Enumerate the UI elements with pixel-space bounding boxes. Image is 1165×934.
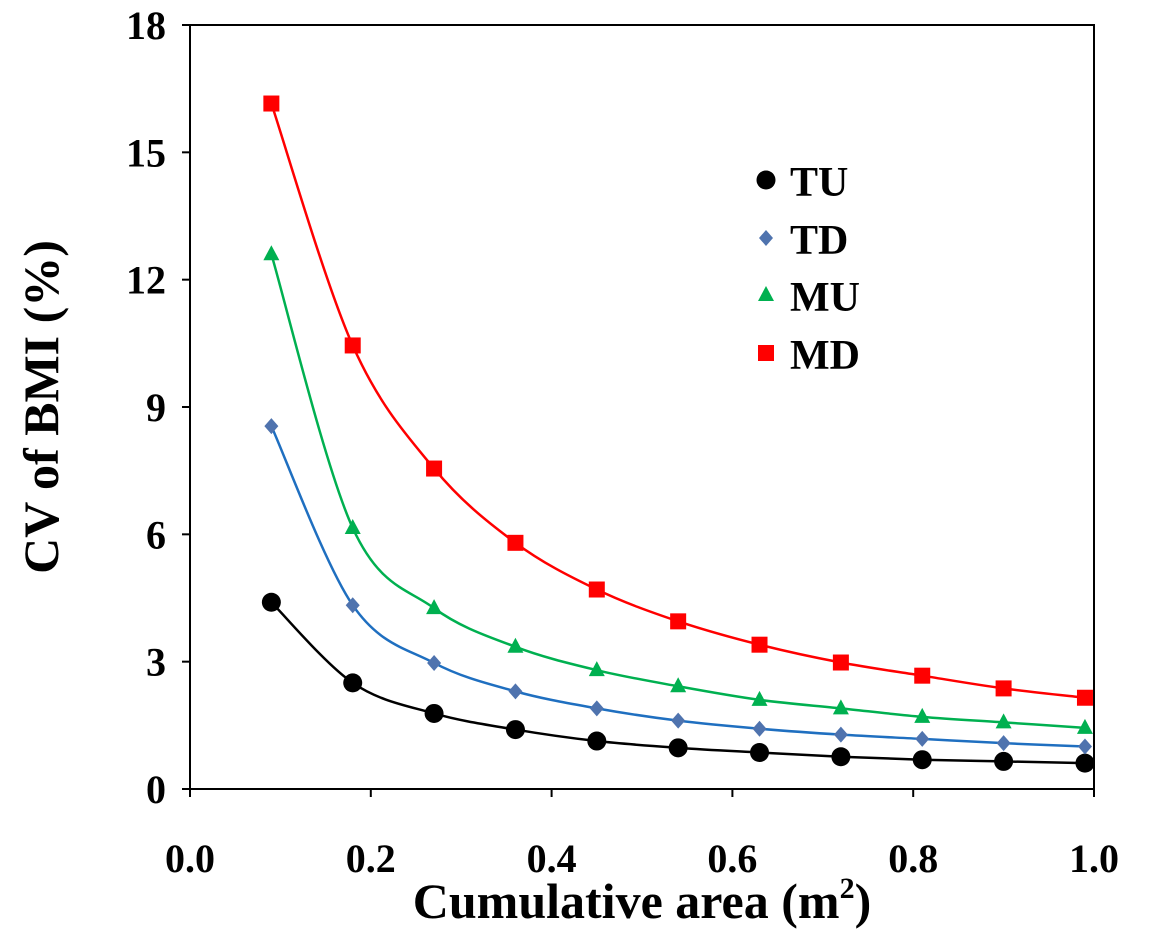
legend-entry-td: TD [759,218,848,264]
data-point-tu [261,592,281,612]
data-point-td [996,735,1011,752]
data-point-mu [832,699,849,715]
data-point-td [671,712,686,729]
data-point-td [589,700,604,717]
y-tick-label: 3 [146,640,166,685]
data-point-tu [1075,753,1095,773]
x-tick-label: 0.4 [527,836,577,881]
data-point-mu [1076,718,1093,734]
data-point-mu [670,677,687,693]
data-point-mu [995,713,1012,729]
data-point-md [914,667,931,684]
legend-entry-tu: TU [756,160,848,206]
data-point-tu [994,751,1014,771]
y-tick-label: 6 [146,512,166,557]
legend: TU TD MU MD [756,160,860,379]
legend-marker-mu [758,286,774,301]
data-point-td [752,720,767,737]
data-point-md [588,581,605,598]
data-point-tu [750,742,770,762]
x-axis-title-main: Cumulative area (m [413,873,840,929]
data-point-tu [912,750,932,770]
y-tick-label: 18 [126,3,166,48]
x-tick-label: 0.0 [165,836,215,881]
data-point-md [751,636,768,653]
x-axis-title-sup: 2 [840,872,855,905]
x-tick-label: 0.6 [707,836,757,881]
legend-marker-md [758,345,774,361]
data-point-tu [831,747,851,767]
data-point-tu [587,731,607,751]
data-point-tu [505,720,525,740]
data-point-md [670,613,687,630]
y-axis-ticks: 0 3 6 9 12 15 18 [126,3,190,812]
data-point-md [344,337,361,354]
legend-entry-mu: MU [758,275,860,321]
plot-area [189,24,1095,790]
data-point-md [995,680,1012,697]
legend-label-tu: TU [790,160,848,206]
data-point-mu [263,245,280,261]
data-point-td [264,418,279,435]
y-tick-label: 0 [146,767,166,812]
legend-label-td: TD [790,218,848,264]
data-point-tu [668,738,688,758]
data-point-md [1076,689,1093,706]
data-point-mu [751,690,768,706]
series-line-mu [270,253,1086,730]
data-point-td [345,597,360,614]
data-point-td [1077,738,1092,755]
legend-marker-td [759,230,773,246]
x-tick-label: 1.0 [1069,836,1119,881]
data-point-mu [344,518,361,534]
data-point-td [915,730,930,747]
y-tick-label: 9 [146,385,166,430]
data-point-tu [343,673,363,693]
data-point-md [507,534,524,551]
y-tick-label: 12 [126,258,166,303]
series-markers [261,95,1095,773]
y-tick-label: 15 [126,130,166,175]
y-axis-title: CV of BMI (%) [13,240,69,574]
data-point-td [833,726,848,743]
x-tick-label: 0.2 [346,836,396,881]
series-line-td [270,425,1086,748]
data-point-mu [914,707,931,723]
data-point-td [508,683,523,700]
data-point-mu [588,661,605,677]
x-axis-title-end: ) [855,873,872,929]
data-point-td [427,654,442,671]
data-point-md [832,654,849,671]
data-point-mu [507,637,524,653]
x-axis-title: Cumulative area (m2) [413,872,871,929]
x-axis-ticks: 0.0 0.2 0.4 0.6 0.8 1.0 [165,789,1119,881]
x-tick-label: 0.8 [888,836,938,881]
data-point-tu [424,703,444,723]
legend-label-md: MD [790,333,860,379]
legend-marker-tu [756,170,776,190]
data-point-md [426,460,443,477]
series-line-md [270,103,1086,699]
legend-entry-md: MD [758,333,860,379]
data-point-md [263,95,280,112]
data-point-mu [426,599,443,615]
legend-label-mu: MU [790,275,860,321]
